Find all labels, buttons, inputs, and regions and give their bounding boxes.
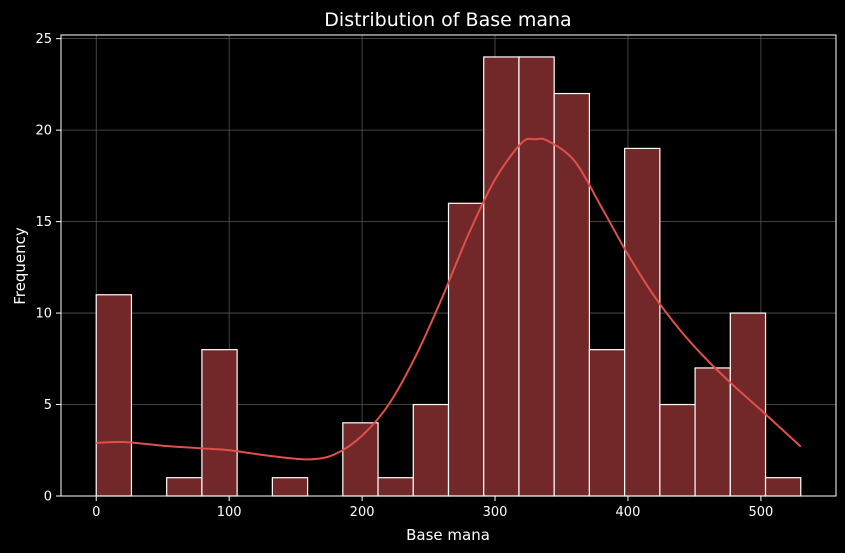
histogram-bar (518, 56, 555, 497)
histogram-bars (95, 56, 802, 497)
y-tick-label: 15 (35, 215, 52, 230)
histogram-bar (447, 202, 485, 497)
histogram-bar (271, 477, 309, 497)
x-tick-label: 500 (748, 505, 773, 520)
y-axis-label: Frequency (11, 227, 29, 305)
histogram-bar (694, 367, 731, 497)
chart-title: Distribution of Base mana (324, 9, 571, 31)
y-tick-label: 20 (35, 124, 52, 139)
histogram-bar (588, 349, 626, 497)
histogram-bar (166, 477, 203, 497)
x-tick-label: 200 (350, 505, 375, 520)
histogram-bar (483, 56, 520, 497)
y-tick-label: 0 (44, 490, 52, 505)
y-ticks: 0 5 10 15 20 25 (35, 32, 61, 505)
y-tick-label: 10 (35, 307, 52, 322)
axes-border (60, 34, 837, 497)
histogram-bar (95, 294, 133, 497)
histogram-bar (342, 422, 379, 497)
histogram-bar (764, 477, 802, 497)
histogram-bar (412, 403, 450, 497)
x-tick-label: 100 (217, 505, 242, 520)
histogram-bar (729, 312, 767, 497)
x-tick-label: 0 (92, 505, 100, 520)
kde-curve-group (96, 137, 802, 461)
histogram-bar (553, 92, 591, 497)
histogram-bar (377, 477, 414, 497)
x-ticks: 0 100 200 300 400 500 (92, 496, 773, 520)
histogram-bar (624, 147, 661, 497)
x-tick-label: 400 (616, 505, 641, 520)
x-tick-label: 300 (483, 505, 508, 520)
x-axis-label: Base mana (406, 526, 490, 544)
y-tick-label: 5 (44, 398, 52, 413)
axes-frame (60, 34, 837, 497)
kde-curve (96, 137, 802, 461)
y-tick-label: 25 (35, 32, 52, 47)
histogram-bar (201, 349, 238, 497)
histogram-bar (659, 403, 696, 497)
